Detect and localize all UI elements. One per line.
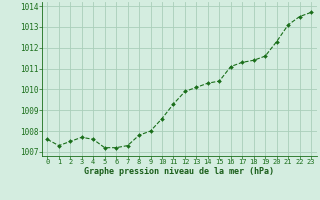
X-axis label: Graphe pression niveau de la mer (hPa): Graphe pression niveau de la mer (hPa) xyxy=(84,167,274,176)
